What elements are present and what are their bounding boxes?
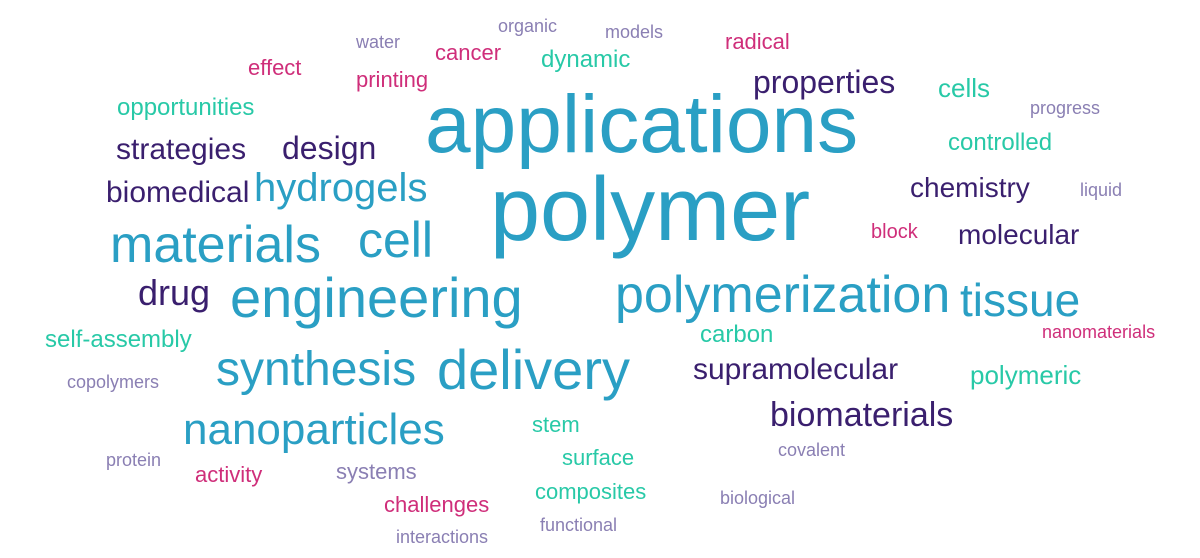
word-cancer: cancer [435, 42, 501, 64]
word-chemistry: chemistry [910, 174, 1030, 202]
word-stem: stem [532, 414, 580, 436]
word-effect: effect [248, 57, 301, 79]
word-interactions: interactions [396, 528, 488, 546]
word-models: models [605, 23, 663, 41]
word-properties: properties [753, 66, 895, 98]
word-composites: composites [535, 481, 646, 503]
word-nanomaterials: nanomaterials [1042, 323, 1155, 341]
word-molecular: molecular [958, 221, 1079, 249]
word-hydrogels: hydrogels [254, 168, 427, 208]
word-organic: organic [498, 17, 557, 35]
word-cloud: applicationspolymerpolymerizationenginee… [0, 0, 1200, 558]
word-materials: materials [110, 219, 321, 271]
word-activity: activity [195, 464, 262, 486]
word-challenges: challenges [384, 494, 489, 516]
word-biomedical: biomedical [106, 178, 249, 208]
word-block: block [871, 222, 918, 242]
word-engineering: engineering [230, 270, 523, 326]
word-dynamic: dynamic [541, 48, 630, 72]
word-synthesis: synthesis [216, 346, 416, 394]
word-copolymers: copolymers [67, 373, 159, 391]
word-supramolecular: supramolecular [693, 355, 898, 385]
word-strategies: strategies [116, 135, 246, 165]
word-systems: systems [336, 461, 417, 483]
word-nanoparticles: nanoparticles [183, 408, 445, 452]
word-covalent: covalent [778, 441, 845, 459]
word-opportunities: opportunities [117, 96, 254, 120]
word-polymer: polymer [490, 165, 810, 255]
word-cells: cells [938, 75, 990, 101]
word-protein: protein [106, 451, 161, 469]
word-polymerization: polymerization [615, 269, 950, 321]
word-biological: biological [720, 489, 795, 507]
word-liquid: liquid [1080, 181, 1122, 199]
word-controlled: controlled [948, 131, 1052, 155]
word-design: design [282, 132, 376, 164]
word-functional: functional [540, 516, 617, 534]
word-polymeric: polymeric [970, 362, 1081, 388]
word-printing: printing [356, 69, 428, 91]
word-self-assembly: self-assembly [45, 328, 192, 352]
word-radical: radical [725, 31, 790, 53]
word-cell: cell [358, 215, 433, 265]
word-delivery: delivery [437, 342, 630, 398]
word-progress: progress [1030, 99, 1100, 117]
word-biomaterials: biomaterials [770, 398, 953, 432]
word-water: water [356, 33, 400, 51]
word-drug: drug [138, 275, 210, 311]
word-surface: surface [562, 447, 634, 469]
word-carbon: carbon [700, 323, 773, 347]
word-tissue: tissue [960, 277, 1080, 323]
